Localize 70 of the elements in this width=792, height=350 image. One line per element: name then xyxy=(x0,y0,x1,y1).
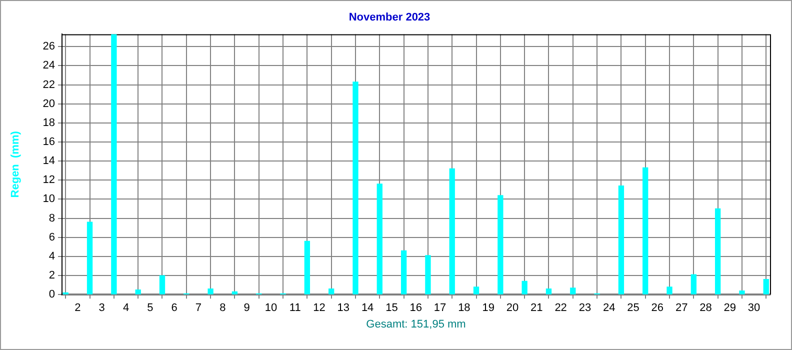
bar xyxy=(352,82,358,294)
x-tick-label: 13 xyxy=(337,302,350,314)
y-tick-label: 8 xyxy=(48,212,55,224)
bar xyxy=(376,184,382,294)
bar xyxy=(86,222,93,294)
x-tick-label: 19 xyxy=(482,302,494,314)
x-axis-title: Gesamt: 151,95 mm xyxy=(366,318,466,330)
bar xyxy=(425,255,431,294)
y-tick-label: 18 xyxy=(42,116,55,129)
bar xyxy=(690,274,696,294)
x-tick-label: 9 xyxy=(244,302,250,314)
bar xyxy=(159,275,166,294)
bar xyxy=(739,290,745,294)
y-tick-label: 10 xyxy=(42,193,55,206)
y-tick-label: 20 xyxy=(42,98,55,110)
y-tick-label: 4 xyxy=(48,250,55,262)
bar xyxy=(618,186,624,294)
bar xyxy=(642,167,648,294)
x-tick-label: 7 xyxy=(195,302,202,314)
x-tick-label: 8 xyxy=(220,302,226,314)
y-tick-label: 26 xyxy=(42,40,55,53)
bar xyxy=(208,288,214,294)
y-tick-label: 24 xyxy=(42,60,55,72)
x-tick-label: 16 xyxy=(410,302,422,314)
x-tick-label: 20 xyxy=(506,302,519,314)
x-tick-label: 18 xyxy=(458,302,470,314)
y-tick-label: 16 xyxy=(42,136,55,148)
x-tick-label: 14 xyxy=(361,302,374,314)
y-tick-label: 2 xyxy=(48,270,55,282)
bar xyxy=(473,286,480,294)
bar xyxy=(400,250,407,294)
x-tick-label: 22 xyxy=(554,302,567,314)
bar xyxy=(135,290,141,294)
x-tick-label: 28 xyxy=(700,302,712,314)
x-tick-label: 10 xyxy=(264,302,278,314)
bar xyxy=(449,168,455,294)
bar xyxy=(714,208,721,294)
chart-title: November 2023 xyxy=(348,12,430,24)
bar xyxy=(498,195,504,294)
bar xyxy=(232,291,238,294)
x-tick-label: 30 xyxy=(748,302,760,314)
x-tick-label: 21 xyxy=(530,302,543,314)
x-tick-label: 25 xyxy=(627,302,640,314)
bar xyxy=(666,286,672,294)
x-tick-label: 23 xyxy=(578,302,592,314)
bar xyxy=(546,288,552,294)
bar xyxy=(763,279,769,294)
y-tick-label: 14 xyxy=(42,155,55,168)
x-tick-label: 24 xyxy=(603,302,616,314)
x-tick-label: 12 xyxy=(313,302,326,314)
bar xyxy=(522,280,528,294)
x-tick-label: 3 xyxy=(98,302,105,314)
y-tick-label: 6 xyxy=(48,231,55,244)
x-tick-label: 26 xyxy=(651,302,664,314)
x-tick-label: 17 xyxy=(434,302,446,314)
x-tick-label: 11 xyxy=(289,302,301,314)
x-tick-label: 27 xyxy=(675,302,688,314)
x-tick-label: 4 xyxy=(122,302,130,314)
x-tick-label: 6 xyxy=(171,302,178,314)
x-tick-label: 29 xyxy=(724,302,736,314)
y-tick-label: 22 xyxy=(42,78,55,91)
x-tick-label: 2 xyxy=(74,302,81,314)
y-tick-label: 0 xyxy=(48,288,55,301)
bar xyxy=(570,288,576,294)
bar xyxy=(304,240,310,294)
y-tick-label: 12 xyxy=(42,174,55,186)
x-tick-label: 15 xyxy=(386,302,398,314)
bar xyxy=(328,288,334,294)
y-axis-title: Regen (mm) xyxy=(10,130,22,198)
x-tick-label: 5 xyxy=(147,302,154,314)
